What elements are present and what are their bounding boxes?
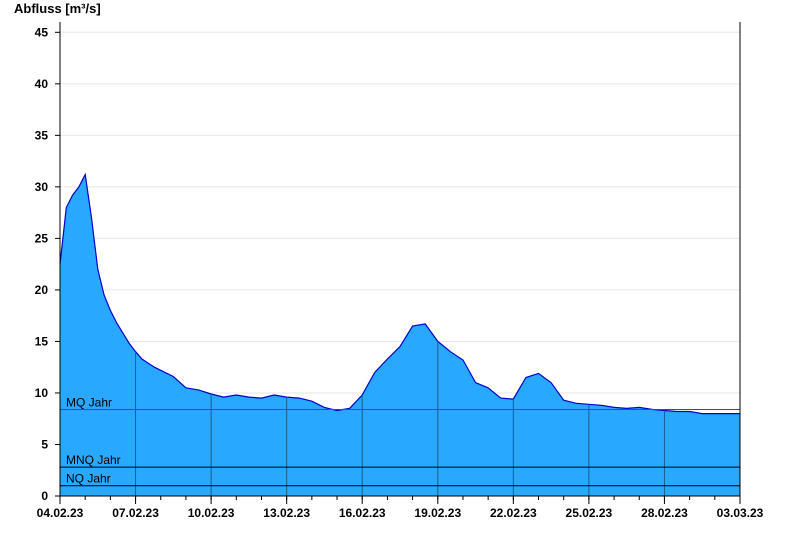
reference-label-0: MQ Jahr xyxy=(66,395,112,409)
day-separator-lines xyxy=(135,341,665,496)
y-axis-label: Abfluss [m³/s] xyxy=(14,1,101,16)
axes xyxy=(59,22,741,497)
x-tick-label-2023-02-16: 16.02.23 xyxy=(339,506,386,520)
x-tick-label-2023-02-04: 04.02.23 xyxy=(37,506,84,520)
x-tick-label-2023-02-13: 13.02.23 xyxy=(263,506,310,520)
x-tick-label-2023-02-07: 07.02.23 xyxy=(112,506,159,520)
y-axis-ticks: 0 5 10 15 20 25 30 35 40 45 xyxy=(35,25,60,503)
y-tick-label-5: 5 xyxy=(41,437,48,451)
x-axis-ticks: 04.02.23 07.02.23 10.02.23 13.02.23 16.02.23… xyxy=(37,496,764,520)
y-tick-label-10: 10 xyxy=(35,386,49,400)
y-tick-label-15: 15 xyxy=(35,334,49,348)
x-tick-label-2023-02-10: 10.02.23 xyxy=(188,506,235,520)
y-tick-label-20: 20 xyxy=(35,283,49,297)
reference-lines: MQ Jahr MNQ Jahr NQ Jahr xyxy=(60,395,740,487)
x-tick-label-2023-02-25: 25.02.23 xyxy=(566,506,613,520)
y-tick-label-45: 45 xyxy=(35,25,49,39)
x-tick-label-2023-02-19: 19.02.23 xyxy=(414,506,461,520)
reference-label-2: NQ Jahr xyxy=(66,472,111,486)
discharge-area xyxy=(60,174,740,496)
y-tick-label-0: 0 xyxy=(41,489,48,503)
discharge-line xyxy=(59,172,740,415)
y-tick-label-25: 25 xyxy=(35,231,49,245)
x-tick-label-2023-02-22: 22.02.23 xyxy=(490,506,537,520)
y-tick-label-35: 35 xyxy=(35,128,49,142)
y-tick-label-30: 30 xyxy=(35,180,49,194)
x-tick-label-2023-03-03: 03.03.23 xyxy=(717,506,764,520)
y-tick-label-40: 40 xyxy=(35,77,49,91)
x-tick-label-2023-02-28: 28.02.23 xyxy=(641,506,688,520)
reference-label-1: MNQ Jahr xyxy=(66,453,121,467)
